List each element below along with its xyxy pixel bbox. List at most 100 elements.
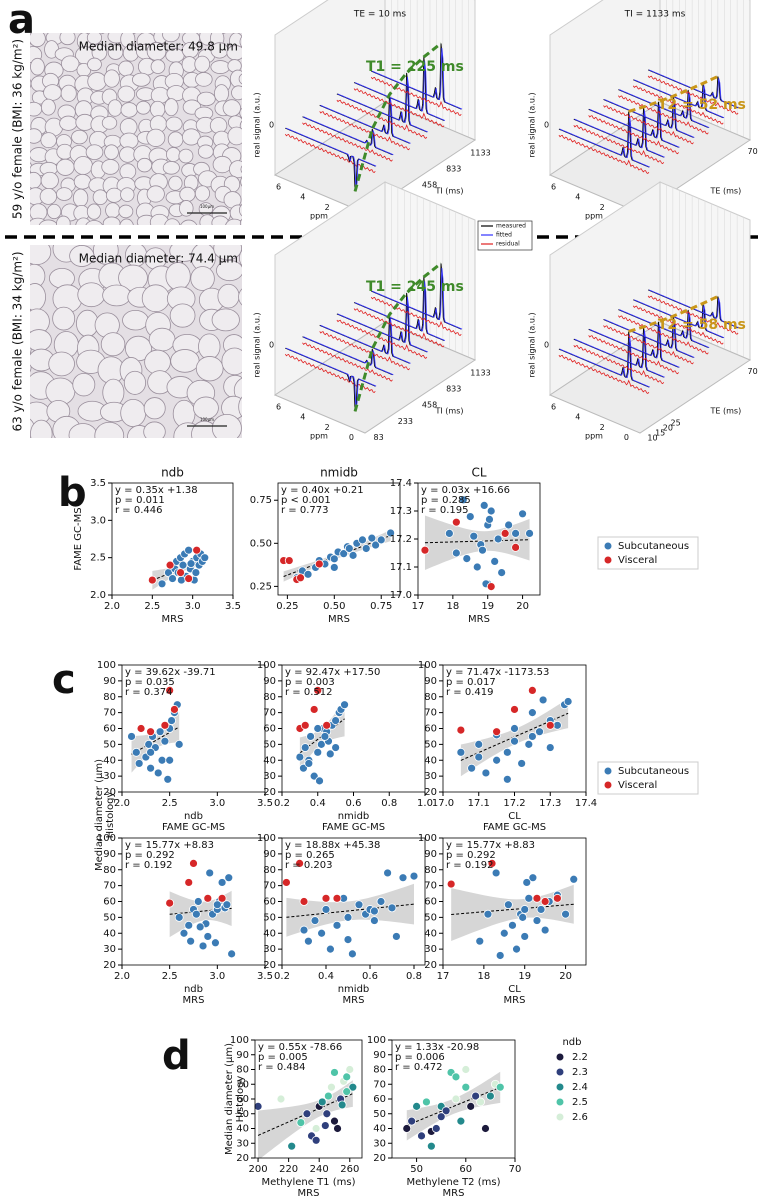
data-point — [342, 1087, 352, 1097]
cell — [141, 284, 170, 313]
data-point — [295, 859, 305, 868]
data-point — [316, 739, 326, 749]
data-point — [407, 1116, 417, 1126]
fitted-trace — [604, 98, 695, 138]
data-point — [160, 720, 170, 730]
y-tick-label: 30 — [236, 1138, 249, 1149]
relaxation-label: T2 = 52 ms — [658, 97, 746, 113]
data-point — [518, 509, 527, 519]
cell — [216, 260, 242, 282]
y-tick-label: 70 — [424, 881, 437, 892]
x-tick-label: 19 — [481, 601, 494, 612]
data-point — [409, 871, 419, 881]
fit-curve — [353, 42, 442, 192]
data-point — [383, 868, 393, 878]
x-tick-label: 2.0 — [114, 971, 130, 982]
y-tick-label: 40 — [424, 755, 437, 766]
cell — [243, 417, 272, 440]
data-point — [332, 920, 342, 930]
axis-label: TE (ms) — [710, 186, 742, 195]
residual-trace — [632, 85, 724, 125]
y-tick-label: 100 — [418, 833, 437, 844]
data-point — [160, 736, 170, 746]
data-point — [299, 925, 309, 935]
data-point — [458, 495, 468, 505]
axes-frame — [281, 664, 426, 793]
data-point — [462, 554, 472, 563]
fitted-trace — [633, 299, 725, 339]
x-axis-label: MRS — [468, 614, 490, 625]
cell — [229, 160, 242, 179]
legend-label: 2.2 — [572, 1052, 588, 1063]
annotation: y = 92.47x +17.50 — [285, 667, 380, 678]
confidence-band — [286, 883, 414, 937]
data-point — [176, 575, 186, 585]
data-point — [520, 932, 530, 941]
cell — [59, 115, 78, 131]
y-tick-label: 60 — [103, 724, 116, 735]
y-tick-label: 90 — [263, 676, 276, 687]
tick-label: 4 — [300, 193, 305, 202]
cell — [136, 157, 153, 173]
relaxation-label: T1 = 225 ms — [366, 59, 464, 75]
data-point — [472, 562, 482, 572]
legend-marker — [603, 541, 613, 551]
legend-marker — [555, 1112, 565, 1122]
data-point — [347, 949, 357, 959]
fitted-trace — [303, 116, 394, 156]
y-tick-label: 20 — [424, 960, 437, 971]
residual-trace — [588, 335, 679, 375]
subplot-title: nmidb — [320, 466, 358, 480]
x-tick-label: 2.0 — [114, 798, 130, 809]
y-tick-label: 80 — [103, 865, 116, 876]
cell — [171, 33, 180, 35]
data-point — [426, 1141, 436, 1151]
legend-marker — [603, 780, 613, 790]
data-point — [325, 749, 335, 759]
axis-label: TI (ms) — [435, 406, 464, 415]
cell — [229, 204, 242, 222]
y-tick-label: 70 — [424, 708, 437, 719]
data-point — [420, 545, 430, 555]
data-point — [545, 743, 555, 752]
residual-trace — [370, 76, 462, 117]
data-point — [191, 909, 201, 919]
data-point — [303, 936, 313, 946]
data-point — [306, 732, 316, 741]
y-tick-label: 80 — [236, 1065, 249, 1076]
x-tick-label: 17.1 — [468, 798, 490, 809]
cell — [241, 17, 258, 31]
data-point — [402, 1124, 412, 1133]
data-point — [203, 932, 213, 941]
cell — [102, 216, 121, 225]
tick-label: 0 — [269, 341, 274, 350]
y-tick-label: 20 — [424, 787, 437, 798]
data-point — [311, 1124, 321, 1133]
data-point — [184, 920, 194, 930]
annotation: p = 0.285 — [421, 495, 471, 506]
residual-trace — [647, 295, 739, 335]
data-point — [315, 776, 324, 786]
cell — [168, 175, 183, 191]
cell — [85, 144, 104, 161]
data-point — [524, 893, 534, 903]
data-point — [281, 878, 291, 887]
x-tick-label: 3.5 — [257, 798, 273, 809]
data-point — [195, 922, 205, 932]
data-point — [331, 716, 341, 725]
data-point — [510, 736, 519, 746]
data-point — [313, 686, 323, 695]
data-point — [284, 556, 294, 565]
cell — [164, 98, 179, 117]
x-axis-label: Methylene T1 (ms) — [262, 1177, 356, 1188]
data-point — [486, 582, 496, 591]
y-tick-label: 30 — [103, 944, 116, 955]
data-point — [495, 951, 505, 960]
legend-label: Subcutaneous — [618, 766, 689, 777]
y-tick-label: 60 — [103, 897, 116, 908]
annotation: r = 0.203 — [285, 860, 332, 871]
data-point — [165, 560, 175, 570]
annotation: p < 0.001 — [281, 495, 331, 506]
cell — [60, 55, 80, 73]
x-tick-label: 2.0 — [104, 601, 120, 612]
